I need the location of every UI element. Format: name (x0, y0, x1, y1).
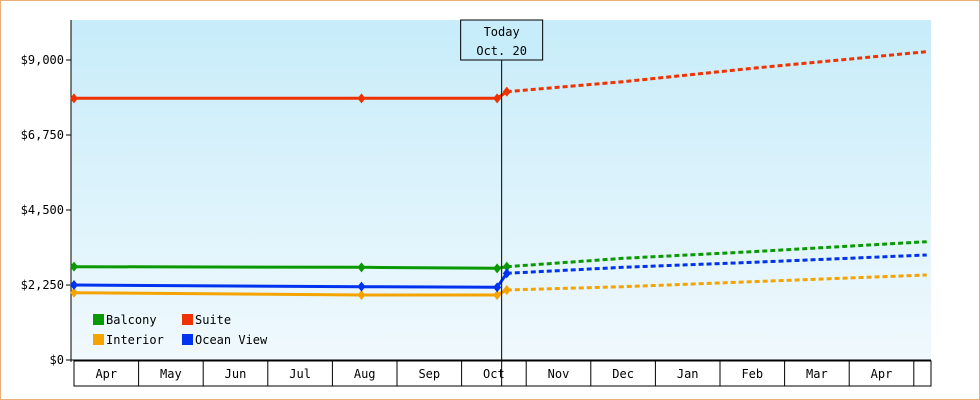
x-tick-label: Aug (354, 367, 376, 381)
legend: Balcony Suite Interior Ocean View (93, 313, 268, 347)
x-axis: Apr May Jun Jul Aug Sep Oct Nov Dec Jan Feb Mar Apr (73, 360, 932, 387)
series-point-ocean-view (70, 280, 78, 290)
legend-swatch-suite (182, 314, 193, 325)
series-point-interior (357, 290, 366, 300)
today-date: Oct. 20 (476, 44, 527, 58)
series-point-suite (357, 93, 366, 104)
y-tick-label: $9,000 (21, 53, 64, 67)
series-point-balcony (493, 263, 502, 274)
x-tick-label: Apr (871, 367, 893, 381)
x-tick-label: Nov (548, 367, 570, 381)
x-tick-label: Feb (741, 367, 763, 381)
x-tick-label: Oct (483, 367, 505, 381)
y-tick-label: $0 (50, 353, 64, 367)
y-tick-label: $2,250 (21, 278, 64, 292)
legend-label-suite: Suite (195, 313, 231, 327)
x-tick-label: Mar (806, 367, 828, 381)
legend-swatch-ocean-view (182, 334, 193, 345)
y-tick-label: $6,750 (21, 128, 64, 142)
x-tick-label: May (160, 367, 182, 381)
series-forecast-suite (506, 50, 927, 94)
legend-swatch-interior (93, 334, 104, 345)
series-line-balcony (73, 265, 508, 270)
today-marker: Today Oct. 20 (460, 19, 544, 386)
x-tick-label: Apr (95, 367, 117, 381)
y-axis: $0 $2,250 $4,500 $6,750 $9,000 (21, 20, 931, 367)
series-forecast-interior (506, 273, 927, 292)
today-label: Today (484, 25, 520, 39)
legend-label-ocean-view: Ocean View (195, 333, 268, 347)
legend-label-balcony: Balcony (106, 313, 157, 327)
series-point-suite (493, 93, 502, 104)
series-point-ocean-view (502, 268, 511, 279)
x-tick-label: Jun (225, 367, 247, 381)
series-forecast-ocean-view (506, 253, 927, 275)
series-point-balcony (70, 261, 78, 272)
series-point-ocean-view (493, 282, 502, 293)
series-point-balcony (357, 262, 366, 273)
series-point-interior (493, 290, 502, 300)
series-point-suite (502, 86, 511, 97)
series-point-ocean-view (357, 281, 366, 292)
series-point-interior (70, 287, 78, 298)
x-tick-label: Dec (612, 367, 634, 381)
series-point-suite (70, 93, 78, 104)
legend-label-interior: Interior (106, 333, 164, 347)
y-tick-label: $4,500 (21, 203, 64, 217)
month-strip (73, 360, 932, 387)
x-tick-label: Jul (289, 367, 311, 381)
plot-area (71, 20, 931, 360)
series-forecast-balcony (506, 240, 927, 269)
legend-swatch-balcony (93, 314, 104, 325)
series-point-balcony (502, 261, 511, 272)
today-box (460, 19, 544, 61)
x-tick-label: Jan (677, 367, 699, 381)
x-tick-label: Sep (418, 367, 440, 381)
series-point-interior (502, 285, 511, 295)
